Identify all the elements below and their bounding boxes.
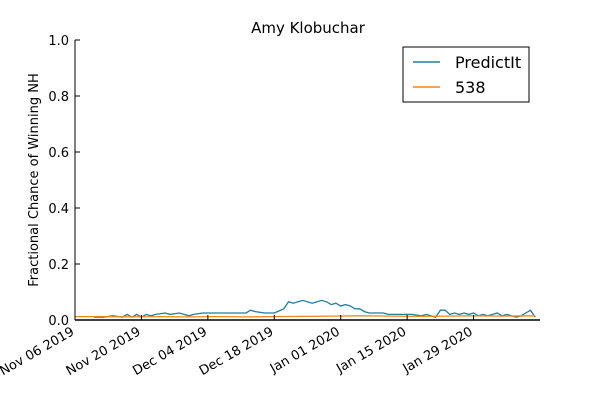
y-tick-label: 0.4 [48,202,69,217]
legend: PredictIt 538 [402,46,530,103]
legend-box [402,46,530,103]
y-tick-label: 0.6 [48,146,69,161]
y-tick-label: 0.0 [48,314,69,329]
axes [74,40,540,321]
x-tick-label: Jan 29 2020 [400,324,476,376]
series-layer [75,299,536,318]
x-tick-label: Nov 20 2019 [64,324,144,379]
series-line-538 [75,315,536,318]
y-axis-ticks: 0.0 0.2 0.4 0.6 0.8 1.0 [48,34,80,329]
x-tick-label: Jan 15 2020 [333,324,409,376]
x-tick-label: Dec 18 2019 [197,324,276,379]
series-line-predictit [94,299,536,318]
x-tick-label: Jan 01 2020 [267,324,343,376]
x-tick-label: Dec 04 2019 [130,324,209,379]
legend-label: 538 [455,78,486,97]
legend-label: PredictIt [455,53,521,72]
y-tick-label: 0.8 [48,90,69,105]
chart-title: Amy Klobuchar [251,19,366,37]
y-tick-label: 0.2 [48,258,69,273]
y-tick-label: 1.0 [48,34,69,49]
y-axis-label: Fractional Chance of Winning NH [27,73,42,286]
